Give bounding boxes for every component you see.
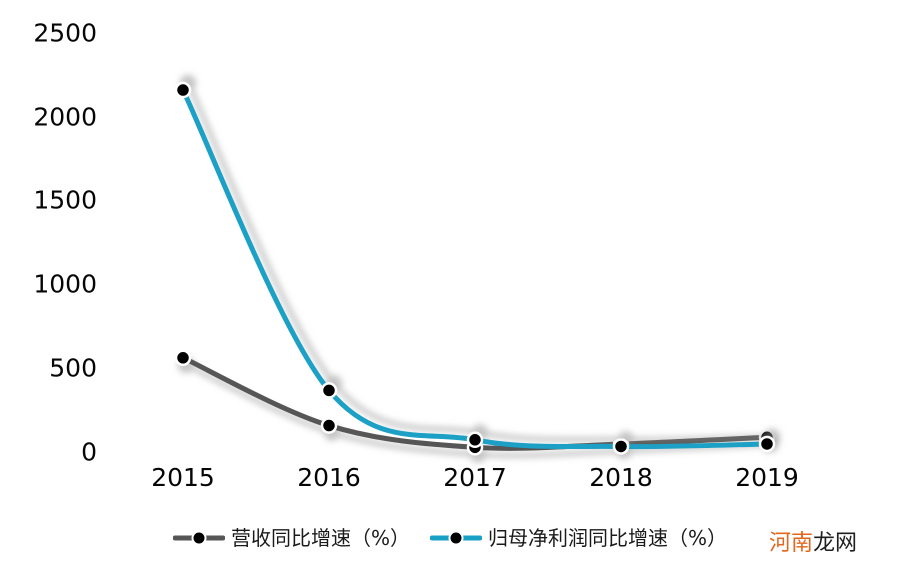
y-tick-label: 2500 <box>33 18 97 48</box>
y-tick-label: 1500 <box>33 185 97 215</box>
y-axis: 2500 2000 1500 1000 500 0 <box>0 0 97 578</box>
data-point-net-profit-growth <box>758 435 776 453</box>
x-tick-label-2016: 2016 <box>297 463 361 492</box>
legend-label-revenue-growth: 营收同比增速（%） <box>231 526 411 550</box>
y-tick-label: 1000 <box>33 269 97 299</box>
watermark-part-orange: 河南 <box>769 531 814 556</box>
legend-label-net-profit-growth: 归母净利润同比增速（%） <box>488 526 728 550</box>
x-tick-label-2015: 2015 <box>151 463 215 492</box>
y-tick-label: 500 <box>49 353 97 383</box>
data-point-net-profit-growth <box>174 81 192 99</box>
x-tick-label-2019: 2019 <box>735 463 799 492</box>
data-point-net-profit-growth <box>466 431 484 449</box>
x-tick-label-2018: 2018 <box>589 463 653 492</box>
data-point-revenue-growth <box>320 417 338 434</box>
y-tick-label: 0 <box>81 437 97 466</box>
watermark: 河南龙网 <box>769 532 857 556</box>
plot-area <box>174 81 776 456</box>
data-point-net-profit-growth <box>612 438 630 455</box>
series-line-net-profit-growth <box>180 87 770 450</box>
y-tick-label: 2000 <box>33 102 97 132</box>
legend-item-net-profit-growth: 归母净利润同比增速（%） <box>430 524 727 552</box>
data-point-revenue-growth <box>174 349 192 367</box>
legend-marker-revenue-line-icon <box>173 530 225 546</box>
legend-marker-net-profit-line-icon <box>430 530 483 546</box>
x-tick-label-2017: 2017 <box>443 463 507 492</box>
data-point-net-profit-growth <box>320 382 338 399</box>
legend-item-revenue-growth: 营收同比增速（%） <box>173 524 410 552</box>
legend: 营收同比增速（%） 归母净利润同比增速（%） <box>173 524 727 552</box>
x-axis: 2015 2016 2017 2018 2019 <box>0 464 906 494</box>
series-net-profit-growth <box>174 81 776 455</box>
watermark-part-dark: 龙网 <box>813 531 858 556</box>
